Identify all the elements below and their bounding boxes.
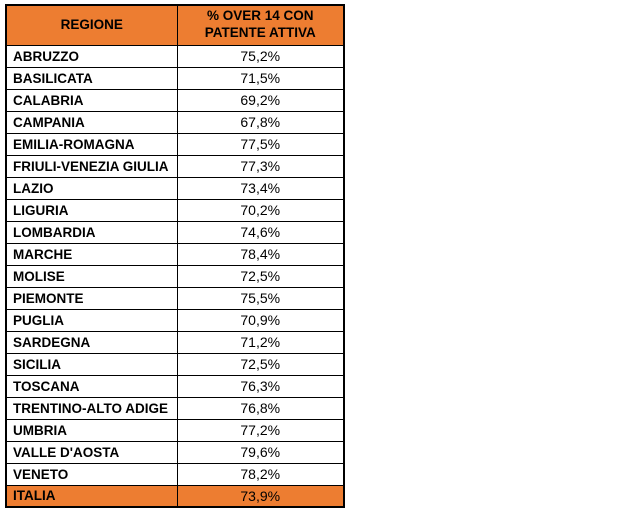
region-name: VALLE D'AOSTA [5, 440, 178, 464]
region-name: PUGLIA [5, 308, 178, 332]
region-value: 71,5% [176, 66, 345, 90]
region-name: VENETO [5, 462, 178, 486]
table-body: ABRUZZO 75,2% BASILICATA 71,5% CALABRIA 69,2%… [5, 44, 345, 486]
region-value: 72,5% [176, 352, 345, 376]
table-row: LOMBARDIA 74,6% [5, 220, 345, 244]
table-row: LAZIO 73,4% [5, 176, 345, 200]
region-name: ABRUZZO [5, 44, 178, 68]
region-name: EMILIA-ROMAGNA [5, 132, 178, 156]
header-percent-patente: % OVER 14 CON PATENTE ATTIVA [176, 4, 345, 46]
region-name: LIGURIA [5, 198, 178, 222]
region-value: 77,3% [176, 154, 345, 178]
region-value: 72,5% [176, 264, 345, 288]
region-value: 78,2% [176, 462, 345, 486]
region-name: MOLISE [5, 264, 178, 288]
region-name: LAZIO [5, 176, 178, 200]
header-row: REGIONE % OVER 14 CON PATENTE ATTIVA [5, 4, 345, 46]
region-value: 78,4% [176, 242, 345, 266]
table-row: BASILICATA 71,5% [5, 66, 345, 90]
region-value: 77,2% [176, 418, 345, 442]
table-row: MOLISE 72,5% [5, 264, 345, 288]
region-value: 70,9% [176, 308, 345, 332]
region-value: 76,8% [176, 396, 345, 420]
table-row: ABRUZZO 75,2% [5, 44, 345, 68]
table-row: TOSCANA 76,3% [5, 374, 345, 398]
region-name: BASILICATA [5, 66, 178, 90]
region-name: FRIULI-VENEZIA GIULIA [5, 154, 178, 178]
region-name: LOMBARDIA [5, 220, 178, 244]
region-value: 79,6% [176, 440, 345, 464]
region-value: 74,6% [176, 220, 345, 244]
region-value: 67,8% [176, 110, 345, 134]
regioni-patente-table: REGIONE % OVER 14 CON PATENTE ATTIVA ABR… [5, 4, 345, 508]
table-row: CALABRIA 69,2% [5, 88, 345, 112]
table-row: VENETO 78,2% [5, 462, 345, 486]
region-value: 77,5% [176, 132, 345, 156]
table-row: LIGURIA 70,2% [5, 198, 345, 222]
total-value: 73,9% [176, 484, 345, 508]
table-row: PIEMONTE 75,5% [5, 286, 345, 310]
region-name: SICILIA [5, 352, 178, 376]
region-value: 70,2% [176, 198, 345, 222]
table-row: CAMPANIA 67,8% [5, 110, 345, 134]
region-name: TRENTINO-ALTO ADIGE [5, 396, 178, 420]
table-row: VALLE D'AOSTA 79,6% [5, 440, 345, 464]
total-row-italia: ITALIA 73,9% [5, 484, 345, 508]
region-name: TOSCANA [5, 374, 178, 398]
region-value: 76,3% [176, 374, 345, 398]
region-value: 75,5% [176, 286, 345, 310]
region-value: 73,4% [176, 176, 345, 200]
region-value: 75,2% [176, 44, 345, 68]
table-row: SARDEGNA 71,2% [5, 330, 345, 354]
region-name: PIEMONTE [5, 286, 178, 310]
table-row: MARCHE 78,4% [5, 242, 345, 266]
table-row: FRIULI-VENEZIA GIULIA 77,3% [5, 154, 345, 178]
total-label: ITALIA [5, 484, 178, 508]
table-row: EMILIA-ROMAGNA 77,5% [5, 132, 345, 156]
region-name: CAMPANIA [5, 110, 178, 134]
region-name: UMBRIA [5, 418, 178, 442]
table-row: TRENTINO-ALTO ADIGE 76,8% [5, 396, 345, 420]
table-row: UMBRIA 77,2% [5, 418, 345, 442]
table-row: SICILIA 72,5% [5, 352, 345, 376]
region-value: 69,2% [176, 88, 345, 112]
region-name: MARCHE [5, 242, 178, 266]
region-value: 71,2% [176, 330, 345, 354]
table-row: PUGLIA 70,9% [5, 308, 345, 332]
region-name: CALABRIA [5, 88, 178, 112]
region-name: SARDEGNA [5, 330, 178, 354]
header-regione: REGIONE [5, 4, 178, 46]
